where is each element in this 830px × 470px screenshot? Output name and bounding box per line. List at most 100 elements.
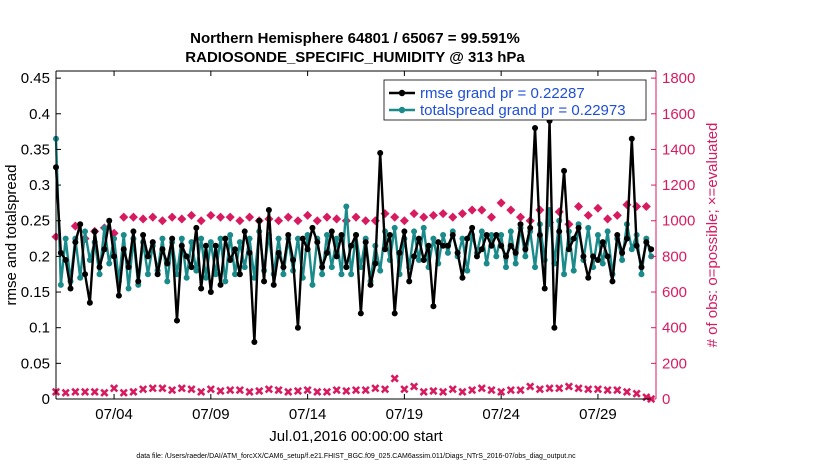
totalspread-point <box>512 260 519 267</box>
obs-evaluated-point <box>584 385 593 394</box>
rmse-point <box>522 246 529 253</box>
right-y-tick-label: 400 <box>662 320 687 337</box>
left-y-tick-label: 0.35 <box>21 141 50 158</box>
obs-evaluated-point <box>564 382 574 391</box>
rmse-point <box>72 239 79 246</box>
totalspread-point <box>207 239 214 246</box>
obs-evaluated-point <box>119 388 128 397</box>
rmse-point <box>164 260 171 267</box>
rmse-point <box>154 271 161 278</box>
totalspread-point <box>246 235 253 242</box>
rmse-point <box>91 228 98 235</box>
totalspread-point <box>144 271 151 278</box>
totalspread-point <box>599 260 606 267</box>
totalspread-point <box>106 260 113 267</box>
rmse-point <box>536 232 543 238</box>
rmse-point <box>261 278 268 285</box>
obs-evaluated-point <box>90 387 99 396</box>
totalspread-point <box>232 271 239 278</box>
x-tick-label: 07/19 <box>386 406 424 423</box>
totalspread-point <box>280 271 287 278</box>
totalspread-point <box>227 232 234 238</box>
rmse-point <box>323 249 330 256</box>
totalspread-point <box>532 264 539 271</box>
obs-evaluated-point <box>168 385 177 395</box>
x-tick-label: 07/29 <box>579 406 617 423</box>
totalspread-point <box>478 228 485 235</box>
obs-evaluated-point <box>342 386 351 396</box>
rmse-point <box>125 264 132 271</box>
rmse-point <box>411 253 418 260</box>
obs-evaluated-point <box>458 387 467 396</box>
totalspread-point <box>503 264 509 271</box>
obs-evaluated-point <box>390 374 399 383</box>
rmse-point <box>111 253 118 260</box>
rmse-point <box>357 310 364 317</box>
obs-evaluated-point <box>206 385 215 394</box>
rmse-point <box>309 224 316 231</box>
rmse-point <box>290 256 297 263</box>
rmse-point <box>57 249 64 256</box>
obs-evaluated-point <box>100 388 109 397</box>
totalspread-point <box>357 264 364 271</box>
rmse-point <box>377 150 384 156</box>
obs-evaluated-point <box>545 384 554 393</box>
totalspread-point <box>101 224 108 231</box>
rmse-point <box>585 274 592 281</box>
totalspread-point <box>483 260 490 267</box>
rmse-point <box>173 317 180 324</box>
obs-evaluated-point <box>187 385 196 394</box>
totalspread-point <box>241 264 248 271</box>
legend-box <box>383 79 647 121</box>
obs-evaluated-point <box>487 385 496 395</box>
totalspread-point <box>585 224 592 231</box>
right-y-tick-label: 1200 <box>662 177 695 194</box>
rmse-point <box>198 285 205 292</box>
x-tick-label: 07/09 <box>192 406 230 423</box>
rmse-point <box>251 338 258 345</box>
rmse-point <box>82 271 89 278</box>
obs-possible-point <box>399 216 409 226</box>
right-y-axis-label: # of obs: o=possible; ×=evaluated <box>704 123 721 348</box>
totalspread-point <box>193 267 200 274</box>
rmse-point <box>648 246 655 253</box>
rmse-point <box>178 242 185 249</box>
obs-evaluated-point <box>622 387 632 396</box>
rmse-point <box>556 228 563 235</box>
totalspread-point <box>498 232 505 238</box>
obs-evaluated-point <box>371 384 380 393</box>
rmse-point <box>570 235 577 242</box>
obs-evaluated-point <box>293 386 303 396</box>
totalspread-point <box>319 271 326 278</box>
obs-evaluated-point <box>361 385 370 395</box>
rmse-point <box>444 242 451 249</box>
rmse-point <box>169 235 176 242</box>
totalspread-point <box>444 249 451 256</box>
rmse-point <box>193 224 200 231</box>
totalspread-point <box>343 203 350 210</box>
obs-evaluated-point <box>313 387 322 396</box>
left-y-tick-label: 0.3 <box>29 177 50 194</box>
rmse-point <box>517 221 524 228</box>
legend-rmse-label: rmse grand pr = 0.22287 <box>420 85 585 102</box>
rmse-point <box>551 324 558 331</box>
rmse-point <box>512 249 519 256</box>
rmse-point <box>420 256 427 263</box>
rmse-point <box>614 232 621 238</box>
totalspread-point <box>57 281 64 288</box>
totalspread-point <box>159 235 166 242</box>
totalspread-point <box>488 232 495 238</box>
obs-evaluated-point <box>506 385 515 395</box>
rmse-point <box>149 239 156 246</box>
rmse-point <box>304 246 311 253</box>
rmse-point <box>159 246 166 253</box>
obs-evaluated-point <box>603 385 612 395</box>
totalspread-point <box>294 235 301 242</box>
totalspread-point <box>493 253 500 260</box>
rmse-point <box>270 281 277 288</box>
rmse-point <box>203 242 209 249</box>
obs-possible-point <box>457 209 467 219</box>
right-y-tick-label: 800 <box>662 248 687 265</box>
totalspread-point <box>275 235 282 242</box>
obs-possible-point <box>496 198 506 208</box>
